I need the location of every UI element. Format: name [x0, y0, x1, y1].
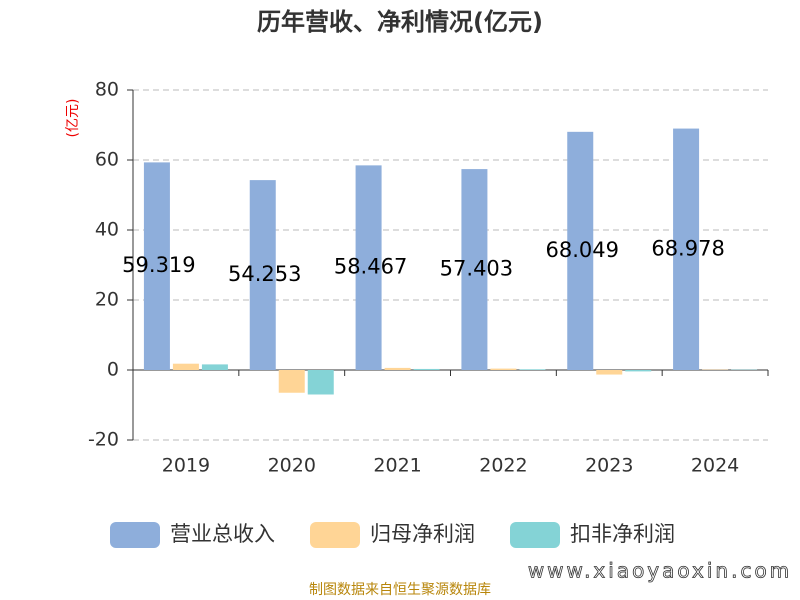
bar	[596, 370, 623, 375]
legend-swatch	[510, 522, 560, 548]
x-tick-label: 2019	[162, 455, 210, 477]
y-tick-label: 80	[95, 79, 119, 101]
bar	[249, 180, 276, 370]
bar	[384, 367, 411, 370]
data-label: 59.319	[122, 253, 195, 277]
y-tick-label: -20	[88, 429, 119, 451]
x-tick-label: 2024	[691, 455, 739, 477]
data-label: 57.403	[440, 257, 513, 281]
x-tick-label: 2021	[373, 455, 421, 477]
bar	[201, 364, 228, 370]
bar	[461, 169, 488, 370]
legend-swatch	[110, 522, 160, 548]
bar	[625, 370, 652, 372]
x-tick-label: 2020	[268, 455, 316, 477]
bar	[307, 370, 334, 395]
bar	[143, 162, 170, 370]
x-tick-label: 2023	[585, 455, 633, 477]
legend-label: 归母净利润	[370, 522, 475, 546]
bar	[278, 370, 305, 393]
bar	[673, 128, 700, 370]
data-label: 58.467	[334, 255, 407, 279]
bar	[490, 368, 517, 370]
chart-title: 历年营收、净利情况(亿元)	[257, 8, 543, 36]
watermark: www.xiaoyaoxin.com	[528, 559, 792, 583]
bar	[567, 131, 594, 370]
bar	[355, 165, 382, 370]
legend-label: 营业总收入	[170, 522, 275, 546]
bar	[172, 363, 199, 370]
y-axis-label: (亿元)	[65, 99, 81, 138]
source-note: 制图数据来自恒生聚源数据库	[309, 582, 491, 598]
legend-label: 扣非净利润	[570, 522, 675, 546]
legend-swatch	[310, 522, 360, 548]
data-label: 54.253	[228, 262, 301, 286]
x-tick-label: 2022	[479, 455, 527, 477]
y-tick-label: 0	[107, 359, 119, 381]
data-label: 68.978	[651, 236, 724, 260]
y-tick-label: 60	[95, 149, 119, 171]
y-tick-label: 20	[95, 289, 119, 311]
y-tick-label: 40	[95, 219, 119, 241]
bar	[519, 369, 546, 370]
data-label: 68.049	[546, 238, 619, 262]
bar	[413, 368, 440, 370]
